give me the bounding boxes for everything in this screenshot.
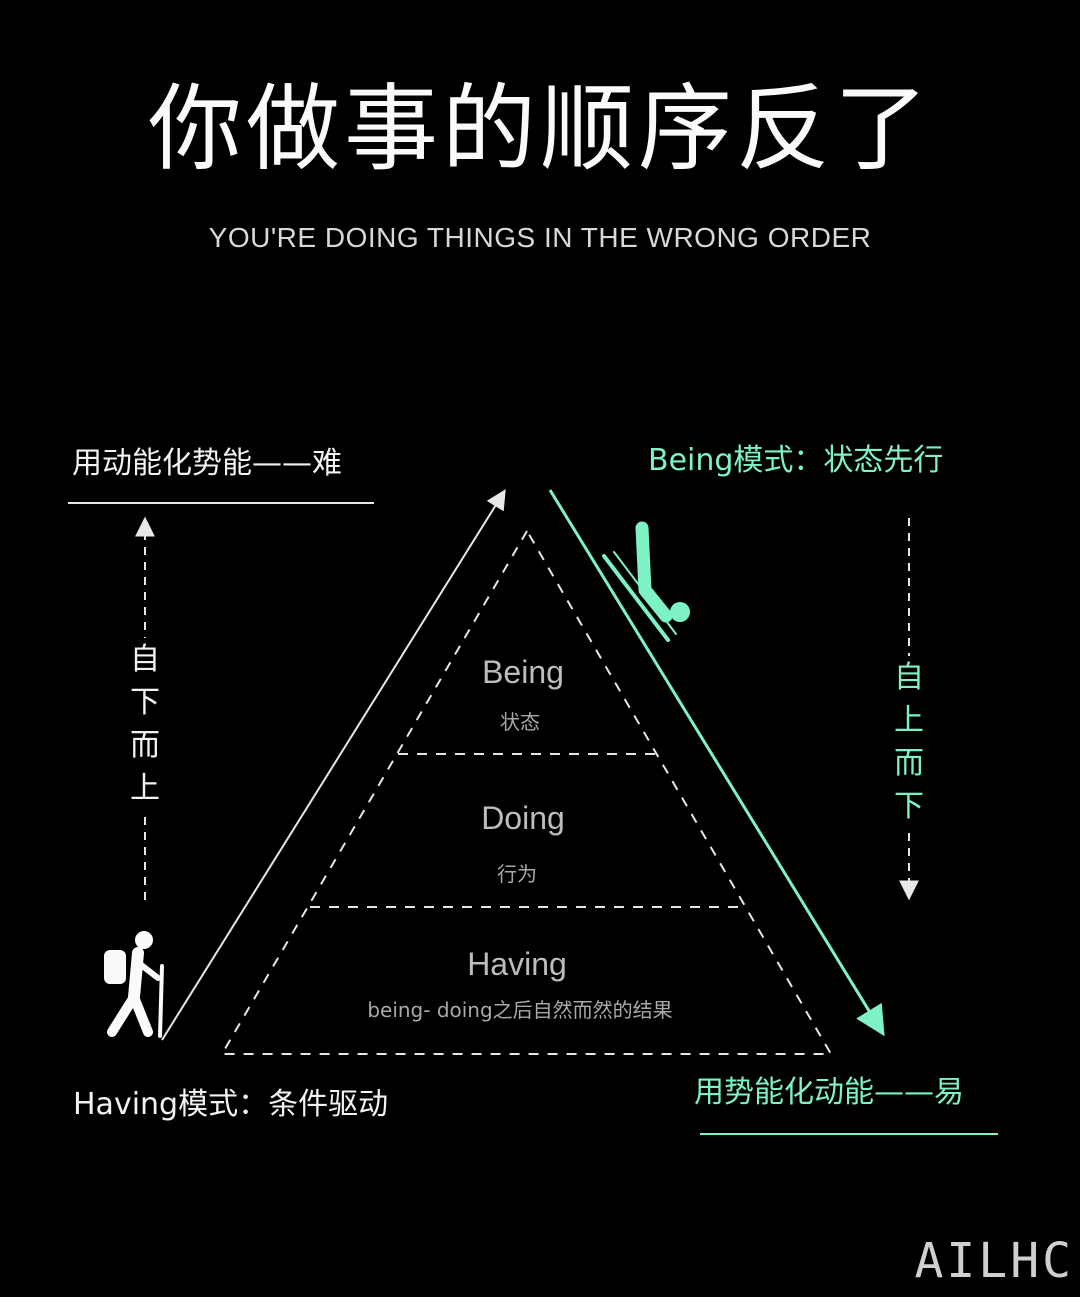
left-vertical-text: 自 下 而 上 xyxy=(125,638,165,810)
page-subtitle: YOU'RE DOING THINGS IN THE WRONG ORDER xyxy=(208,222,872,253)
left-top-label: 用动能化势能——难 xyxy=(72,446,342,481)
tier-doing-title: Doing xyxy=(481,800,565,836)
tier-doing-subtitle: 行为 xyxy=(497,862,537,886)
sledder-icon xyxy=(602,521,690,642)
page-title: 你做事的顺序反了 xyxy=(147,75,932,184)
hiker-icon xyxy=(104,931,164,1038)
tier-being-subtitle: 状态 xyxy=(500,710,540,734)
right-vertical-text: 自 上 而 下 xyxy=(889,656,929,828)
descending-arrow xyxy=(548,489,885,1037)
tier-having-subtitle: being- doing之后自然而然的结果 xyxy=(367,998,673,1022)
watermark: AILHC xyxy=(914,1233,1074,1289)
right-top-label: Being模式：状态先行 xyxy=(648,443,944,478)
tier-having-title: Having xyxy=(467,946,567,982)
tier-being-title: Being xyxy=(482,654,564,690)
ascending-arrow xyxy=(161,489,506,1041)
right-bottom-label: 用势能化动能——易 xyxy=(694,1075,964,1110)
left-bottom-label: Having模式：条件驱动 xyxy=(73,1087,389,1122)
